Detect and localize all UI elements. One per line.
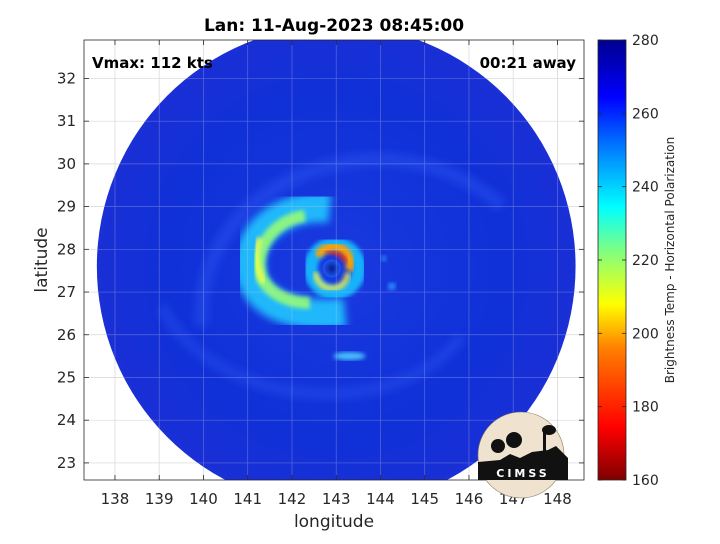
eyewall-warm-arc <box>314 242 355 273</box>
storm-eye <box>322 259 341 278</box>
x-tick-label: 141 <box>233 490 262 508</box>
x-tick-label: 146 <box>455 490 484 508</box>
spiral-band <box>156 303 467 400</box>
y-tick-label: 24 <box>57 411 76 429</box>
x-tick-label: 138 <box>101 490 130 508</box>
colorbar-tick-label: 260 <box>632 106 659 122</box>
grid-lines-overlay <box>84 40 584 480</box>
colorbar-label: Brightness Temp - Horizontal Polarizatio… <box>663 137 677 384</box>
spiral-band <box>194 152 507 327</box>
time-away-annotation: 00:21 away <box>480 54 577 72</box>
eyewall-yellow-arc <box>312 272 351 292</box>
logo-tower <box>543 432 546 452</box>
logo-dish <box>506 432 522 448</box>
logo-dish <box>491 439 505 453</box>
x-tick-label: 142 <box>278 490 307 508</box>
colorbar-tick-label: 160 <box>632 473 659 489</box>
storm-features <box>156 152 507 400</box>
colorbar-tick-label: 220 <box>632 253 659 269</box>
y-tick-label: 30 <box>57 155 76 173</box>
y-tick-label: 25 <box>57 368 76 386</box>
eyewall-peak-arc <box>325 249 348 264</box>
x-tick-label: 144 <box>366 490 395 508</box>
convective-spot <box>387 282 396 291</box>
colorbar-tick-label: 240 <box>632 180 659 196</box>
x-tick-label: 140 <box>189 490 218 508</box>
y-tick-label: 31 <box>57 112 76 130</box>
x-axis: 138 139 140 141 142 143 144 145 146 147 148 <box>101 40 572 508</box>
chart-title: Lan: 11-Aug-2023 08:45:00 <box>204 16 464 36</box>
colorbar-ticks: 160 180 200 220 240 260 280 <box>598 33 659 489</box>
y-tick-label: 29 <box>57 198 76 216</box>
colorbar-gradient <box>597 39 627 481</box>
y-tick-label: 26 <box>57 326 76 344</box>
logo-skyline <box>478 446 568 480</box>
y-tick-label: 27 <box>57 283 76 301</box>
y-axis-label: latitude <box>32 227 52 292</box>
colorbar-tick-label: 200 <box>632 326 659 342</box>
y-tick-label: 32 <box>57 69 76 87</box>
y-tick-label: 23 <box>57 454 76 472</box>
vmax-annotation: Vmax: 112 kts <box>92 54 213 72</box>
logo-tank <box>542 425 556 435</box>
y-tick-label: 28 <box>57 240 76 258</box>
axes-frame <box>83 39 585 481</box>
colorbar-tick-label: 180 <box>632 400 659 416</box>
rainband-peak <box>253 236 267 285</box>
x-tick-label: 143 <box>322 490 351 508</box>
colorbar: 160 180 200 220 240 260 280 Brightness Temp - … <box>597 33 677 489</box>
x-tick-label: 148 <box>543 490 572 508</box>
cimss-logo: CIMSS <box>477 411 568 499</box>
rainband-outer <box>234 192 347 330</box>
x-tick-label: 145 <box>410 490 439 508</box>
colorbar-tick-label: 280 <box>632 33 659 49</box>
convective-spot <box>380 255 387 262</box>
x-axis-label: longitude <box>294 512 374 532</box>
swath-image <box>96 40 576 480</box>
logo-text: CIMSS <box>496 467 549 480</box>
x-tick-label: 139 <box>145 490 174 508</box>
y-axis: 23 24 25 26 27 28 29 30 31 32 <box>57 69 584 472</box>
southern-cell <box>333 352 366 361</box>
